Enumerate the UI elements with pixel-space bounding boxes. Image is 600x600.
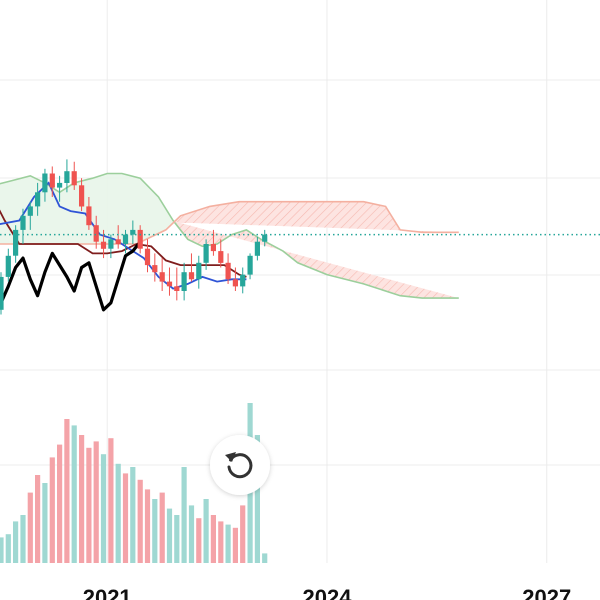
candle-body bbox=[262, 234, 268, 242]
candle-body bbox=[218, 251, 224, 263]
candle-body bbox=[203, 244, 209, 263]
volume-bar bbox=[57, 444, 63, 563]
volume-bar bbox=[210, 515, 216, 563]
candle-body bbox=[115, 239, 121, 244]
x-axis: 2021 2024 2027 bbox=[83, 585, 571, 600]
volume-bar bbox=[225, 524, 231, 563]
candle-body bbox=[49, 173, 55, 188]
volume-bar bbox=[64, 419, 70, 563]
candle-body bbox=[188, 272, 195, 280]
volume-bar bbox=[122, 473, 129, 563]
candle-body bbox=[144, 248, 151, 266]
candle-body bbox=[20, 215, 26, 230]
reset-zoom-button[interactable] bbox=[210, 435, 270, 495]
volume-bar bbox=[0, 537, 4, 563]
volume-bar bbox=[159, 492, 165, 563]
candle-body bbox=[27, 206, 33, 216]
volume-bar bbox=[71, 425, 77, 563]
candle-body bbox=[137, 229, 143, 249]
volume-bar bbox=[20, 515, 26, 563]
volume-bar bbox=[196, 518, 202, 563]
candle-body bbox=[232, 279, 238, 287]
x-tick-label: 2024 bbox=[303, 585, 353, 600]
rotate-ccw-icon bbox=[225, 452, 253, 479]
volume-bar bbox=[181, 467, 187, 563]
candle-body bbox=[174, 286, 180, 291]
candle-body bbox=[166, 281, 173, 287]
volume-bar bbox=[203, 499, 209, 563]
candle-body bbox=[225, 262, 231, 280]
candle-body bbox=[240, 274, 246, 287]
candle-body bbox=[42, 173, 48, 193]
candle-body bbox=[196, 262, 202, 280]
volume-bar bbox=[13, 521, 19, 563]
reset-button-bg[interactable] bbox=[210, 435, 270, 495]
candle-body bbox=[108, 239, 114, 249]
volume-bar bbox=[262, 553, 268, 563]
candlesticks bbox=[0, 159, 268, 315]
volume-bar bbox=[86, 447, 92, 563]
candle-body bbox=[5, 255, 11, 277]
volume-bar bbox=[188, 505, 195, 563]
volume-bar bbox=[166, 508, 173, 563]
volume-bar bbox=[115, 463, 121, 563]
candle-body bbox=[0, 276, 4, 310]
candle-body bbox=[210, 244, 216, 252]
volume-bar bbox=[5, 534, 11, 563]
candle-body bbox=[254, 241, 260, 256]
candle-body bbox=[64, 171, 70, 183]
x-tick-label: 2027 bbox=[522, 585, 571, 600]
candle-body bbox=[152, 265, 158, 273]
volume-bar bbox=[137, 479, 143, 563]
candle-body bbox=[71, 171, 77, 186]
kumo-bearish bbox=[174, 201, 459, 299]
volume-bar bbox=[254, 435, 260, 563]
volume-bar bbox=[42, 483, 48, 563]
volume-bar bbox=[27, 492, 33, 563]
candle-body bbox=[93, 225, 99, 242]
candle-body bbox=[57, 182, 63, 188]
lagging-span-line bbox=[0, 240, 142, 312]
candle-body bbox=[130, 229, 136, 235]
candle-body bbox=[159, 272, 165, 282]
volume-bar bbox=[93, 441, 99, 563]
volume-bar bbox=[144, 489, 151, 563]
volume-bar bbox=[108, 438, 114, 563]
candle-body bbox=[122, 234, 129, 244]
volume-bar bbox=[174, 515, 180, 563]
volume-bar bbox=[240, 505, 246, 563]
base-line bbox=[0, 209, 247, 278]
volume-bars bbox=[0, 403, 268, 563]
volume-bar bbox=[35, 475, 41, 563]
volume-bar bbox=[79, 435, 85, 563]
x-tick-label: 2021 bbox=[83, 585, 132, 600]
volume-bar bbox=[49, 457, 55, 563]
candle-body bbox=[181, 272, 187, 291]
volume-bar bbox=[232, 527, 238, 563]
candle-body bbox=[79, 185, 85, 207]
candle-body bbox=[86, 206, 92, 226]
candle-body bbox=[35, 192, 41, 207]
candle-body bbox=[100, 241, 107, 249]
volume-bar bbox=[152, 499, 158, 563]
candle-body bbox=[13, 229, 19, 256]
volume-bar bbox=[100, 454, 107, 563]
volume-bar bbox=[130, 467, 136, 563]
volume-bar bbox=[218, 521, 224, 563]
candle-body bbox=[247, 255, 253, 275]
